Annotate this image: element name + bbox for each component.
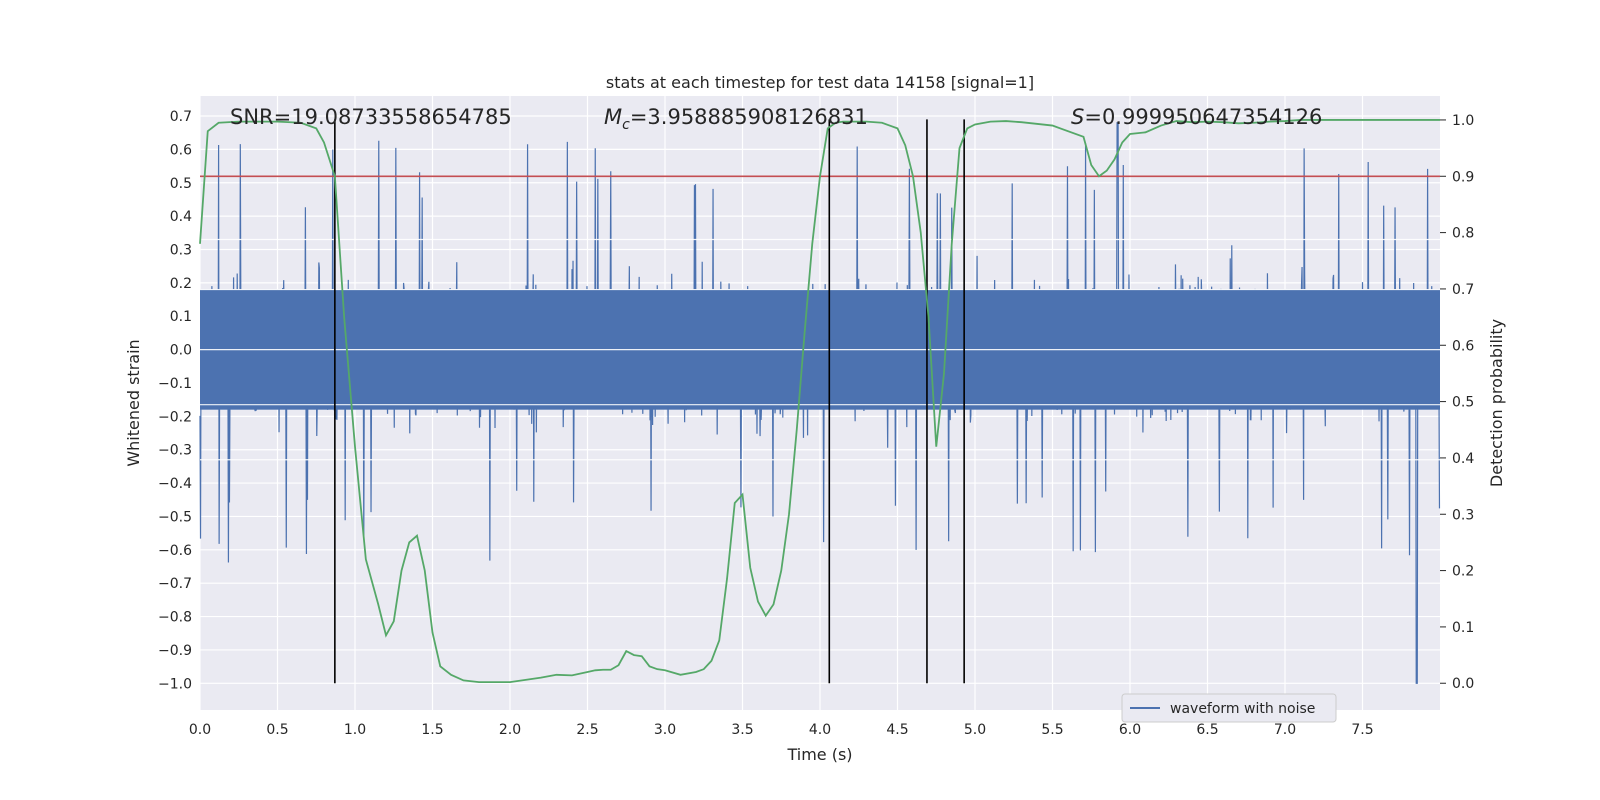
score-annotation: S=0.999950647354126 [1071, 105, 1322, 129]
legend-box [1121, 693, 1337, 723]
score-value: =0.999950647354126 [1084, 105, 1322, 129]
y-tick-label: −0.6 [158, 543, 192, 559]
y-tick-label: −1.0 [158, 676, 192, 692]
y-axis-label: Whitened strain [124, 339, 143, 466]
x-tick-label: 3.0 [654, 722, 676, 738]
probability-line [199, 119, 1440, 684]
x-tick-label: 0.0 [189, 722, 211, 738]
score-symbol: S [1071, 105, 1084, 129]
x-tick-label: 4.0 [809, 722, 831, 738]
y-right-tick-label: 0.9 [1452, 169, 1474, 185]
y-right-axis-label: Detection probability [1487, 319, 1506, 487]
y-right-tick-label: 0.1 [1452, 620, 1474, 636]
chirp-mass-annotation: Mc=3.958885908126831 [604, 105, 868, 133]
legend: waveform with noise [1121, 693, 1337, 723]
x-tick-label: 3.5 [731, 722, 753, 738]
x-tick-label: 2.0 [499, 722, 521, 738]
y-tick-label: 0.5 [170, 176, 192, 192]
y-right-tick-label: 0.0 [1452, 676, 1474, 692]
y-tick-label: −0.7 [158, 576, 192, 592]
x-tick-label: 4.5 [886, 722, 908, 738]
x-tick-label: 6.5 [1196, 722, 1218, 738]
y-tick-label: −0.9 [158, 643, 192, 659]
y-tick-label: −0.5 [158, 509, 192, 525]
x-tick-label: 5.5 [1041, 722, 1063, 738]
y-tick-label: 0.7 [170, 109, 192, 125]
y-tick-label: 0.6 [170, 142, 192, 158]
x-tick-label: 5.0 [964, 722, 986, 738]
x-tick-label: 0.5 [266, 722, 288, 738]
y-tick-label: 0.3 [170, 243, 192, 259]
y-tick-label: −0.3 [158, 443, 192, 459]
crossing-layer [334, 119, 965, 684]
y-right-tick-label: 1.0 [1452, 113, 1474, 129]
y-tick-label: −0.8 [158, 610, 192, 626]
prob-layer [199, 119, 1440, 684]
y-tick-label: 0.4 [170, 209, 192, 225]
x-tick-label: 7.5 [1351, 722, 1373, 738]
chirp-mass-value: =3.958885908126831 [630, 105, 868, 129]
y-right-tick-label: 0.4 [1452, 451, 1474, 467]
chirp-mass-subscript: c [622, 117, 630, 133]
y-right-tick-label: 0.5 [1452, 395, 1474, 411]
x-axis-label: Time (s) [786, 745, 852, 764]
snr-annotation: SNR=19.08733558654785 [230, 105, 512, 129]
y-tick-label: −0.1 [158, 376, 192, 392]
chart-title: stats at each timestep for test data 141… [606, 73, 1034, 92]
y-right-tick-label: 0.7 [1452, 282, 1474, 298]
x-tick-label: 1.5 [421, 722, 443, 738]
y-right-tick-label: 0.6 [1452, 338, 1474, 354]
x-tick-label: 2.5 [576, 722, 598, 738]
y-ticks: 0.7 0.6 0.5 0.4 0.3 0.2 0.1 0.0 −0.1 −0.2 −0.3 −0.4… [158, 109, 192, 692]
y-tick-label: 0.0 [170, 343, 192, 359]
x-tick-label: 6.0 [1119, 722, 1141, 738]
y-right-ticks: 1.0 0.9 0.8 0.7 0.6 0.5 0.4 0.3 0.2 0.1 0.0 [1440, 113, 1474, 692]
y-right-tick-label: 0.2 [1452, 564, 1474, 580]
y-tick-label: 0.2 [170, 276, 192, 292]
y-right-tick-label: 0.8 [1452, 226, 1474, 242]
x-tick-label: 7.0 [1274, 722, 1296, 738]
y-right-tick-label: 0.3 [1452, 507, 1474, 523]
x-ticks: 0.0 0.5 1.0 1.5 2.0 2.5 3.0 3.5 4.0 4.5 5.0 5.5 6.0 6… [189, 722, 1374, 738]
legend-label: waveform with noise [1170, 701, 1315, 717]
y-tick-label: −0.4 [158, 476, 192, 492]
chirp-mass-symbol: M [604, 105, 622, 129]
y-tick-label: 0.1 [170, 309, 192, 325]
x-tick-label: 1.0 [344, 722, 366, 738]
strain-series [199, 122, 1441, 684]
y-tick-label: −0.2 [158, 409, 192, 425]
